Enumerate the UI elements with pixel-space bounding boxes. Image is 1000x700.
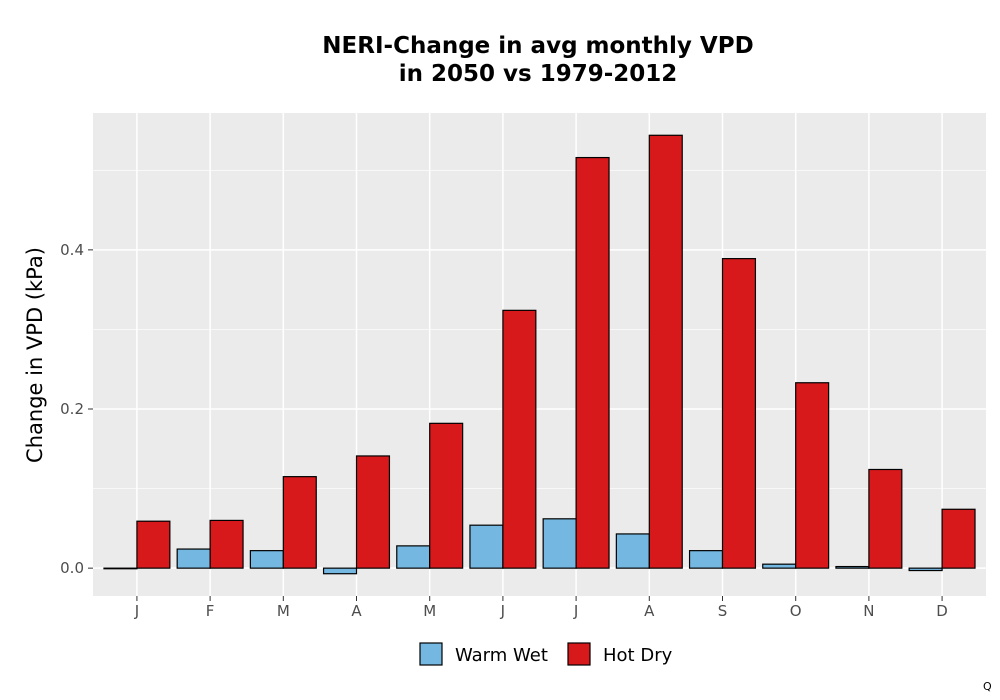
legend: Warm Wet Hot Dry <box>419 642 673 666</box>
bar-hot-dry <box>941 508 976 569</box>
axes: 0.0 0.2 0.4 J F M A M J J A S O N D <box>60 241 948 620</box>
bar-warm-wet <box>542 518 577 569</box>
bar-warm-wet <box>396 545 431 569</box>
bar-hot-dry <box>502 309 537 569</box>
bar-warm-wet <box>249 550 284 569</box>
x-tick-label: N <box>863 602 874 620</box>
bar-warm-wet <box>322 567 358 575</box>
x-tick-label: F <box>206 602 215 620</box>
y-tick-label: 0.0 <box>60 559 84 577</box>
x-tick-label: M <box>277 602 290 620</box>
bar-hot-dry <box>721 258 757 569</box>
bar-warm-wet <box>469 524 504 569</box>
plot-panel <box>93 113 986 596</box>
x-tick-label: J <box>500 602 505 620</box>
bar-hot-dry <box>575 156 610 569</box>
y-axis-label: Change in VPD (kPa) <box>23 247 47 463</box>
bar-warm-wet <box>103 567 138 570</box>
chart-title-line-1: NERI-Change in avg monthly VPD <box>322 33 753 59</box>
bar-hot-dry <box>868 468 903 569</box>
bar-hot-dry <box>795 382 830 569</box>
bar-hot-dry <box>282 476 317 569</box>
legend-swatch-hot-dry <box>567 642 591 666</box>
legend-label-warm-wet: Warm Wet <box>455 645 548 666</box>
legend-swatch-warm-wet <box>419 642 443 666</box>
x-tick-label: D <box>936 602 948 620</box>
bar-warm-wet <box>762 563 797 569</box>
bar-warm-wet <box>176 548 211 569</box>
bar-warm-wet <box>688 550 724 569</box>
bar-hot-dry <box>136 520 171 569</box>
y-tick-label: 0.4 <box>60 241 84 259</box>
bars <box>103 134 976 575</box>
x-tick-label: O <box>790 602 802 620</box>
x-tick-label: J <box>573 602 578 620</box>
bar-warm-wet <box>908 567 943 572</box>
x-tick-label: S <box>718 602 728 620</box>
y-tick-label: 0.2 <box>60 400 84 418</box>
corner-mark: Q <box>983 680 992 693</box>
chart-title-line-2: in 2050 vs 1979-2012 <box>399 61 678 87</box>
bar-hot-dry <box>648 134 683 569</box>
x-tick-label: M <box>423 602 436 620</box>
bar-warm-wet <box>835 565 870 569</box>
bar-hot-dry <box>355 455 391 569</box>
x-tick-label: J <box>134 602 139 620</box>
bar-hot-dry <box>209 519 244 569</box>
x-tick-label: A <box>351 602 362 620</box>
bar-hot-dry <box>429 422 464 569</box>
bar-warm-wet <box>615 533 650 569</box>
legend-label-hot-dry: Hot Dry <box>603 645 673 666</box>
x-tick-label: A <box>644 602 655 620</box>
